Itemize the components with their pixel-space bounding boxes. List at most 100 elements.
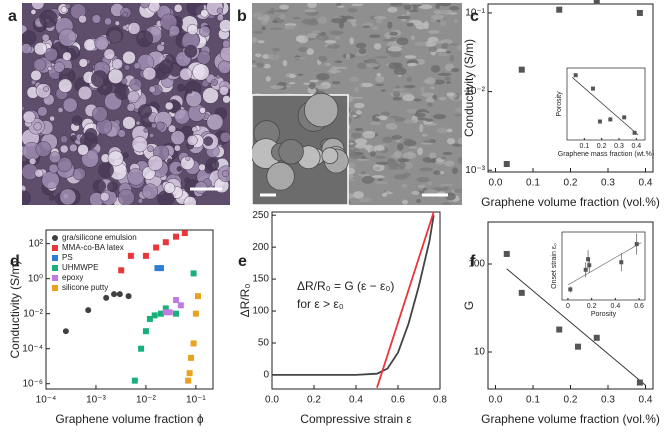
y-tick-label: 10⁻⁶: [22, 378, 43, 389]
texture: [385, 122, 398, 130]
data-point: [518, 289, 525, 296]
texture: [394, 117, 406, 122]
data-point: [575, 343, 581, 350]
texture: [374, 144, 385, 151]
panel-label: c: [470, 8, 479, 25]
texture: [437, 72, 452, 76]
data-point: [138, 345, 145, 352]
texture: [428, 46, 438, 53]
data-point: [111, 291, 118, 298]
particle: [219, 45, 230, 62]
x-tick-label: 0.0: [489, 395, 503, 406]
texture: [446, 81, 452, 84]
particle: [33, 58, 47, 72]
particle: [43, 86, 49, 92]
texture: [445, 192, 456, 201]
particle: [129, 78, 143, 92]
texture: [354, 138, 368, 145]
particle: [133, 62, 141, 70]
particle: [136, 30, 154, 48]
particle: [22, 30, 37, 46]
texture: [381, 193, 388, 197]
texture: [431, 14, 445, 21]
particle: [49, 115, 55, 122]
texture: [432, 113, 447, 120]
legend-label: epoxy: [62, 273, 83, 282]
texture: [434, 160, 446, 165]
x-tick-label: 0.2: [564, 395, 578, 406]
texture: [387, 46, 402, 52]
particle: [151, 122, 157, 129]
particle: [117, 129, 126, 138]
data-point: [568, 287, 573, 292]
particle: [30, 79, 37, 86]
texture: [292, 16, 302, 20]
texture: [373, 15, 387, 20]
data-point: [62, 328, 69, 335]
particle: [148, 3, 161, 13]
data-point: [190, 270, 197, 277]
annotation: ΔR/R₀ = G (ε − ε₀): [297, 279, 394, 293]
texture: [418, 125, 424, 132]
texture: [392, 88, 406, 92]
data-point: [190, 340, 197, 347]
texture: [427, 181, 433, 186]
texture: [449, 54, 454, 62]
data-point: [556, 326, 563, 333]
particle: [99, 191, 110, 202]
texture: [368, 34, 381, 39]
texture: [262, 14, 270, 22]
texture: [326, 44, 341, 49]
particle: [62, 51, 72, 61]
texture: [354, 102, 365, 109]
y-tick-label: 250: [252, 210, 269, 221]
texture: [431, 41, 446, 44]
panel-label: f: [470, 253, 476, 270]
texture: [439, 183, 454, 187]
fit-line: [506, 268, 646, 386]
particle: [91, 106, 108, 122]
particle: [37, 106, 48, 117]
particle: [191, 126, 198, 133]
texture: [446, 50, 451, 54]
particle: [111, 58, 124, 70]
particle: [216, 14, 224, 22]
texture: [279, 4, 289, 10]
particle: [77, 85, 93, 101]
texture: [392, 90, 401, 98]
x-tick-label: 0.4: [639, 178, 653, 189]
texture: [336, 5, 345, 8]
texture: [346, 167, 356, 175]
inset-frame: [566, 67, 646, 141]
texture: [375, 75, 385, 83]
particle: [186, 23, 199, 36]
data-line: [376, 211, 435, 388]
texture: [417, 184, 425, 189]
x-tick-label: 10⁻³: [86, 395, 106, 406]
particle: [72, 167, 86, 181]
data-point: [186, 370, 193, 377]
particle: [35, 141, 52, 158]
texture: [252, 37, 258, 43]
data-point: [116, 291, 123, 298]
particle: [142, 66, 157, 81]
data-point: [85, 307, 92, 314]
y-tick-label: 100: [468, 259, 485, 270]
texture: [387, 21, 393, 29]
texture: [396, 15, 411, 20]
texture: [408, 3, 423, 5]
particle: [48, 194, 55, 201]
legend-marker: [52, 275, 58, 281]
texture: [356, 110, 362, 115]
particle: [35, 83, 51, 99]
texture: [410, 35, 416, 41]
particle: [184, 44, 198, 58]
particle: [122, 50, 136, 65]
x-tick-label: 0.1: [526, 395, 540, 406]
particle: [127, 90, 140, 104]
particle: [104, 17, 112, 26]
particle: [122, 116, 136, 130]
texture: [439, 18, 446, 27]
texture: [408, 146, 418, 149]
